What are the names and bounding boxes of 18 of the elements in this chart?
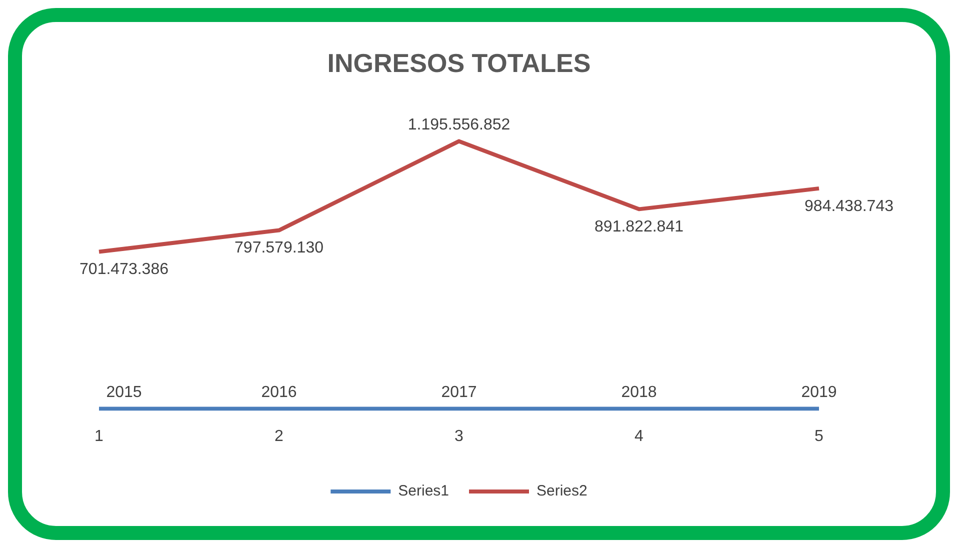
x-tick-label: 3 [454,428,464,445]
data-label: 891.822.841 [594,218,684,236]
chart-title: INGRESOS TOTALES [327,48,591,78]
data-label: 2017 [441,384,477,402]
data-label: 797.579.130 [234,240,324,257]
data-label: 984.438.743 [804,198,894,215]
data-label: 2016 [261,384,297,402]
data-label: 1.195.556.852 [408,116,510,134]
data-label: 2019 [801,384,837,402]
x-tick-label: 4 [634,428,644,445]
data-label: 2015 [106,384,142,402]
x-tick-label: 5 [814,428,824,445]
x-tick-label: 2 [274,428,284,445]
data-label: 701.473.386 [80,261,169,278]
data-label: 2018 [621,384,657,402]
legend-label: Series2 [536,482,588,500]
x-tick-label: 1 [94,428,104,445]
legend-label: Series1 [398,482,449,500]
